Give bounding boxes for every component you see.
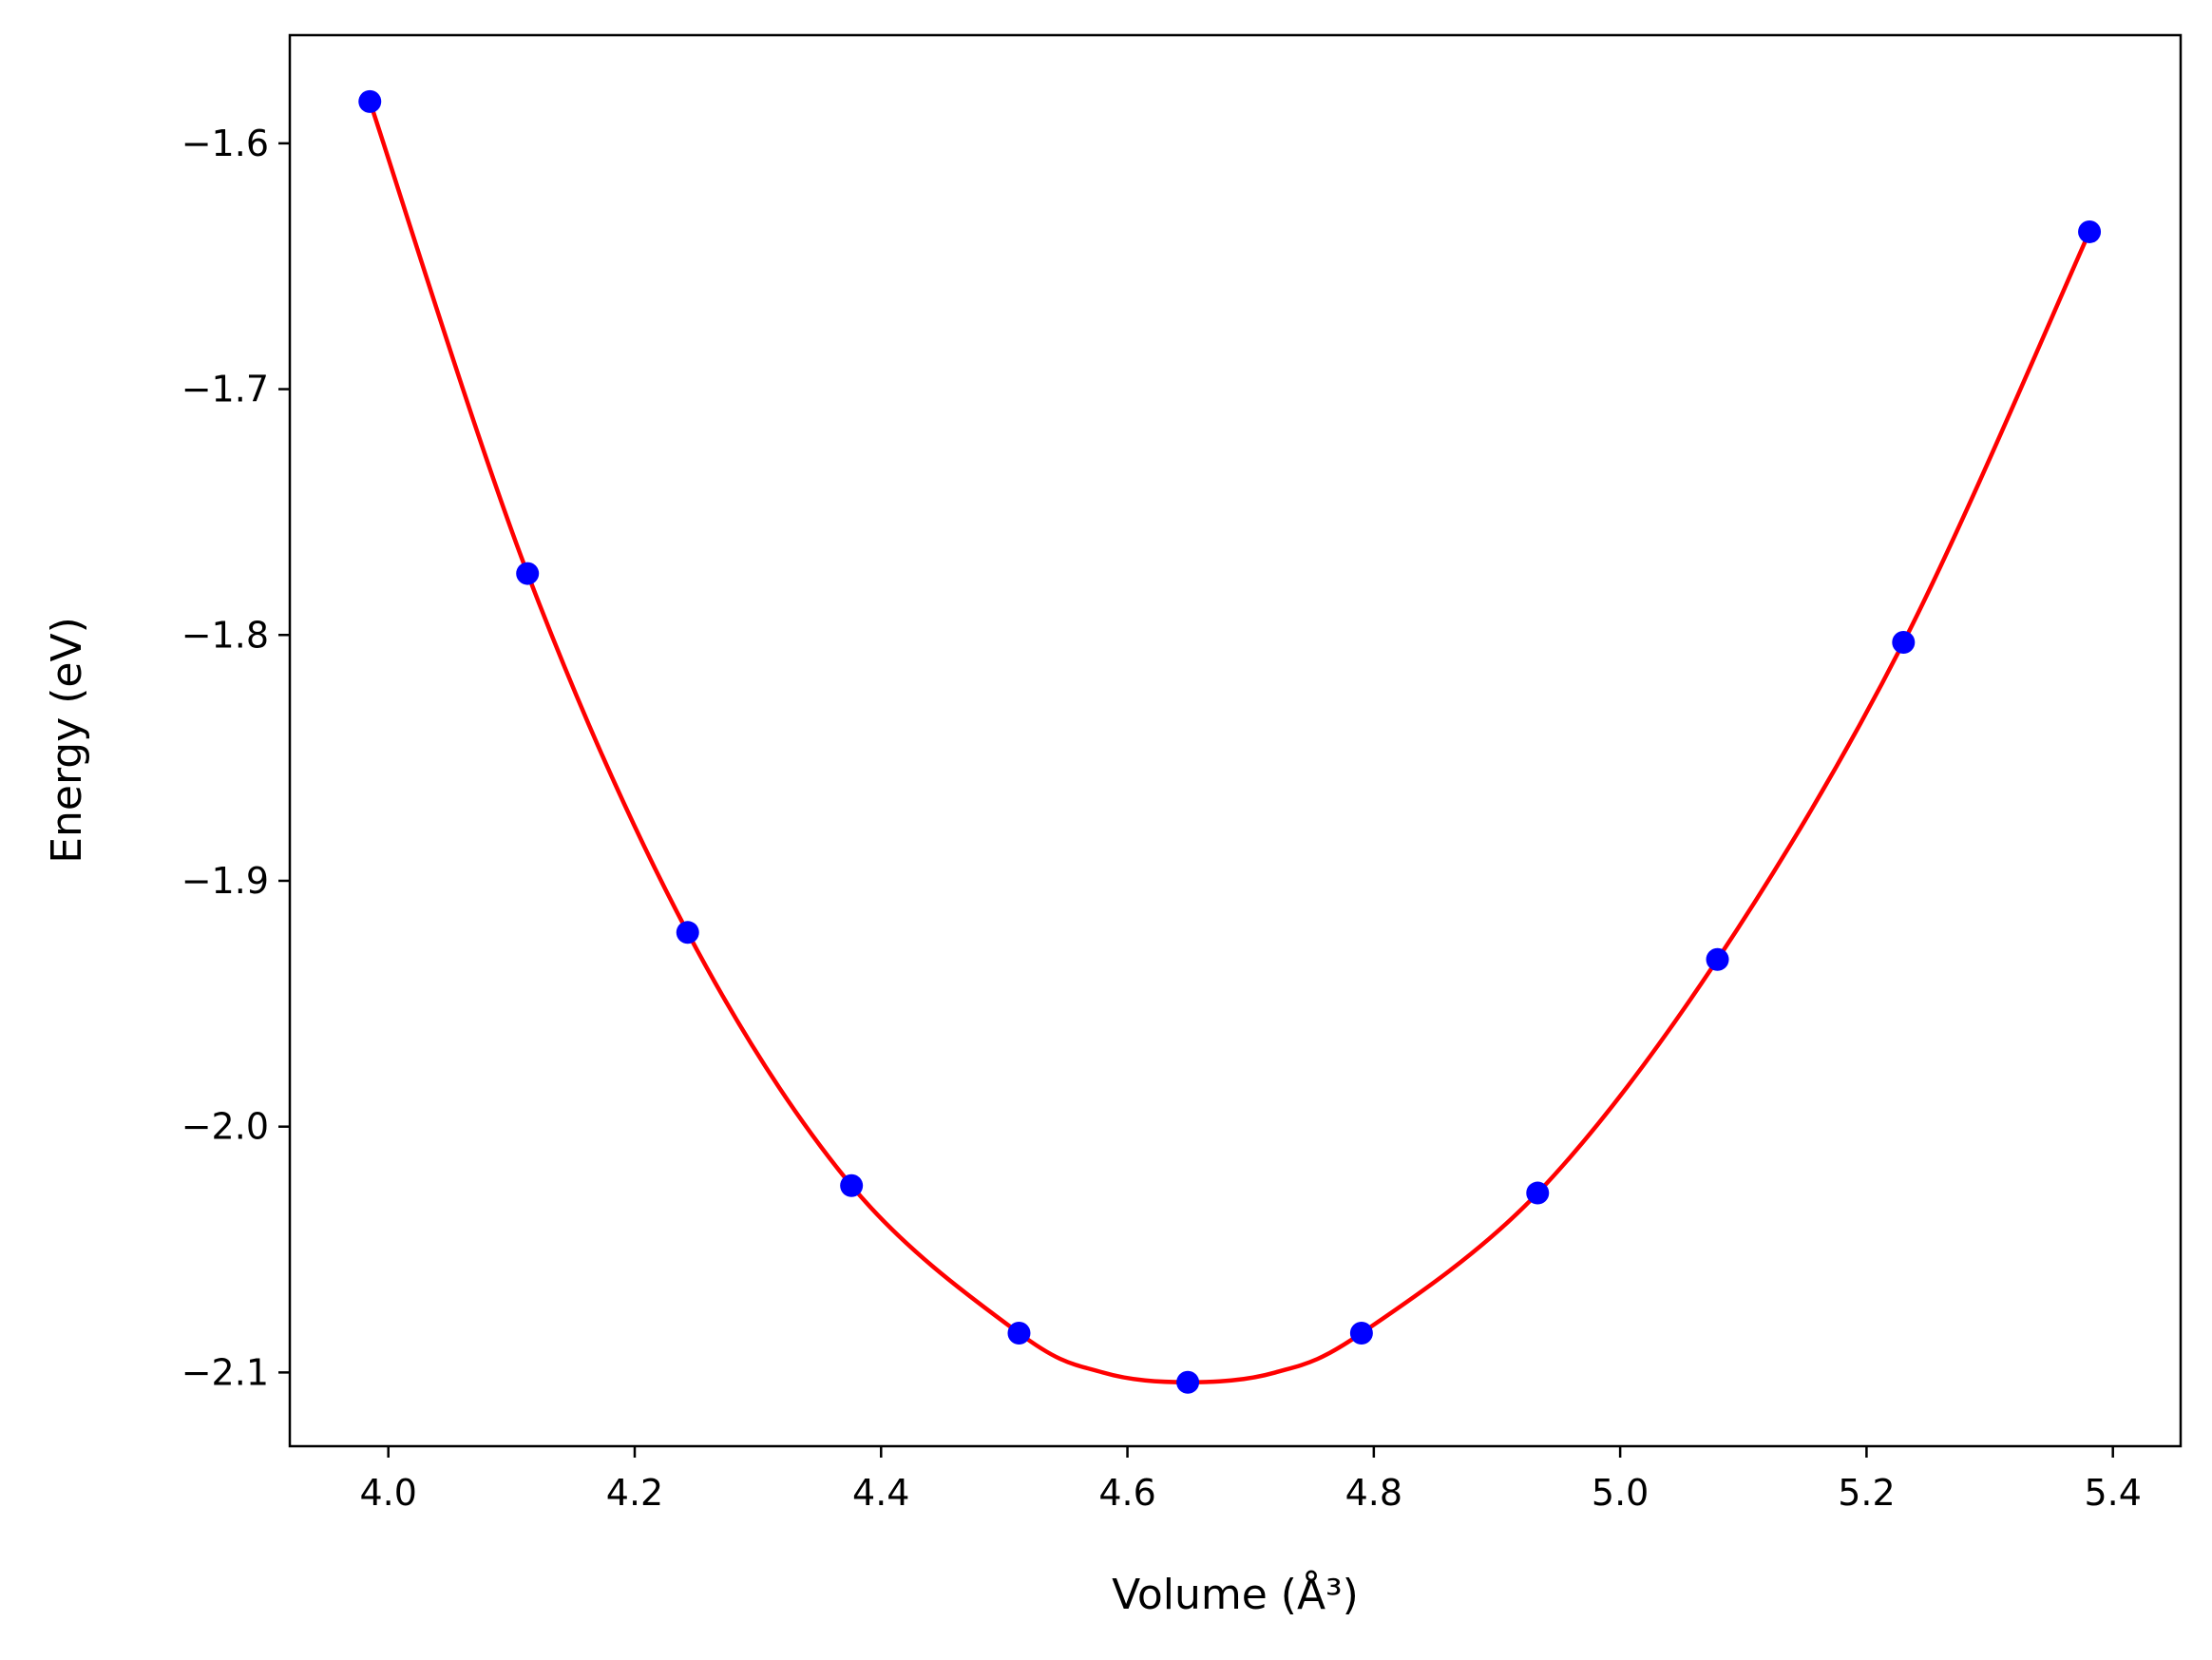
data-point (2078, 219, 2102, 243)
plot-frame (288, 33, 2183, 1448)
y-axis-label: Energy (eV) (43, 617, 91, 864)
x-tick-label: 5.2 (1838, 1472, 1895, 1514)
marker-layer (358, 89, 2102, 1394)
x-tick-label: 4.2 (606, 1472, 663, 1514)
data-point (1007, 1321, 1031, 1345)
y-axis-ticks: −1.6 −1.7 −1.8 −1.9 −2.0 −2.1 (181, 123, 290, 1393)
x-tick-label: 4.6 (1098, 1472, 1155, 1514)
data-point (1176, 1370, 1200, 1394)
y-tick-label: −1.8 (181, 614, 269, 656)
x-axis-ticks: 4.0 4.2 4.4 4.6 4.8 5.0 5.2 5.4 (359, 1446, 2142, 1514)
data-point (840, 1173, 864, 1197)
y-tick-label: −2.1 (181, 1351, 269, 1393)
y-tick-label: −1.6 (181, 123, 269, 164)
x-tick-label: 5.0 (1592, 1472, 1649, 1514)
x-tick-label: 5.4 (2084, 1472, 2141, 1514)
data-point (358, 89, 382, 113)
data-point (516, 562, 540, 585)
data-point (676, 921, 699, 944)
data-point (1706, 947, 1729, 971)
data-point (1526, 1181, 1550, 1205)
data-point (1349, 1321, 1373, 1345)
x-tick-label: 4.8 (1345, 1472, 1402, 1514)
y-tick-label: −2.0 (181, 1106, 269, 1148)
y-tick-label: −1.7 (181, 369, 269, 410)
y-tick-label: −1.9 (181, 860, 269, 902)
x-tick-label: 4.0 (359, 1472, 416, 1514)
data-point (1892, 631, 1916, 655)
x-axis-label: Volume (Å³) (1112, 1569, 1359, 1619)
x-tick-label: 4.4 (852, 1472, 909, 1514)
